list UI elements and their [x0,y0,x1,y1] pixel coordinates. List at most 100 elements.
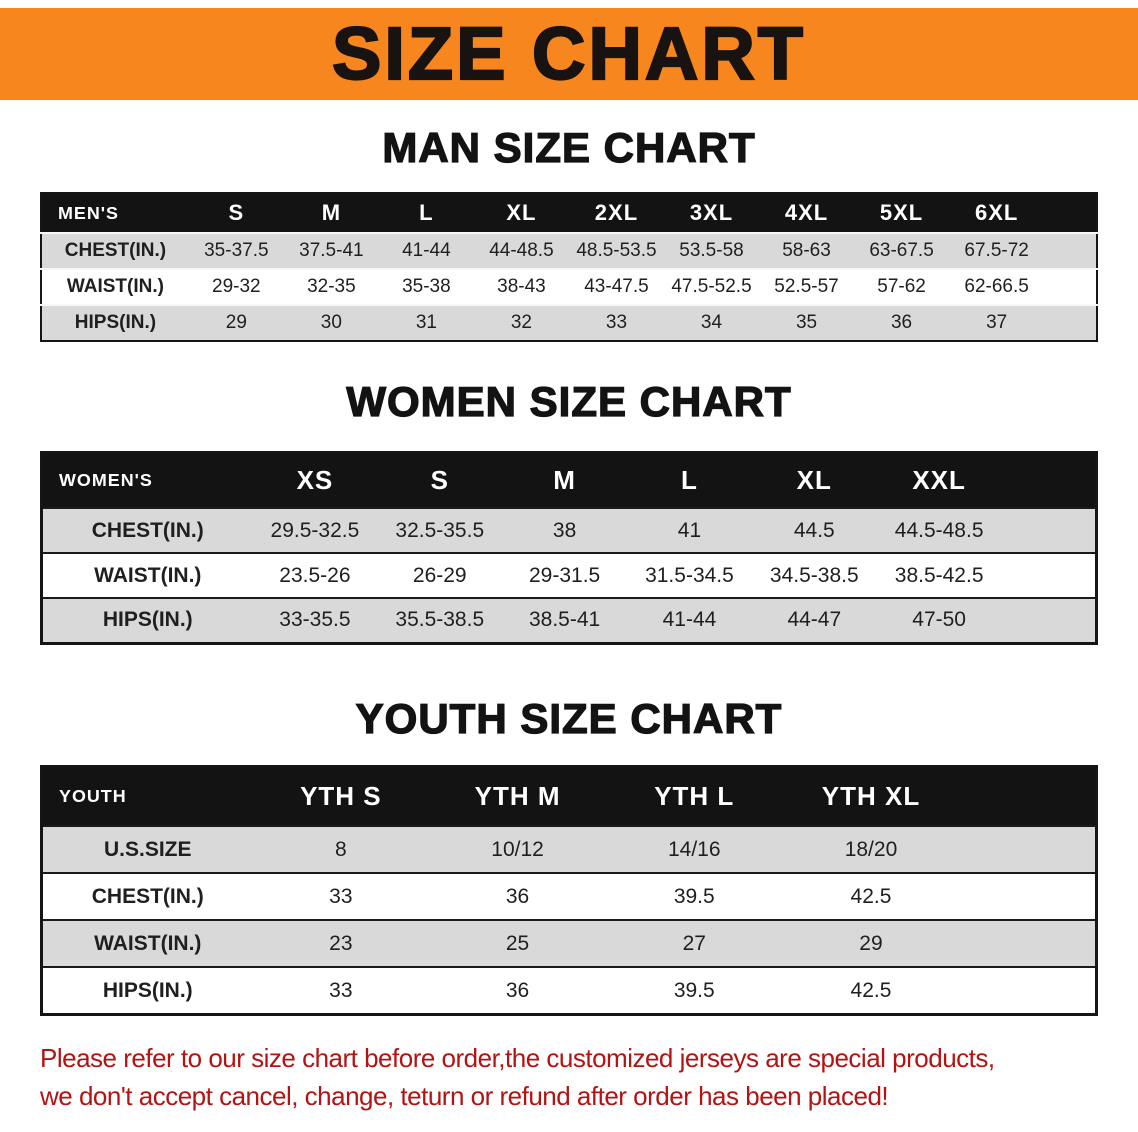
column-header: YTH S [252,766,430,827]
size-cell: 34.5-38.5 [769,563,859,587]
size-cell: 33 [329,978,353,1002]
column-header: S [377,452,503,509]
spacer-cell [1044,269,1097,305]
size-cell: 33 [605,312,628,334]
table-row: WAIST(IN.) 23 25 27 29 [41,920,1097,968]
size-cell: 38-43 [497,276,546,298]
table-title-cell: MEN'S [41,193,189,234]
size-cell: 25 [505,931,530,955]
page-title: SIZE CHART [331,12,806,95]
size-cell: 32 [510,312,532,334]
size-cell: 38.5-41 [528,608,601,632]
column-header: YTH L [605,766,783,827]
size-cell: 58-63 [782,240,831,262]
women-size-table: WOMEN'S XS S M L XL XXL CHEST(IN.) 29.5-32.5 32.5… [0,450,1138,645]
banner: SIZE CHART [0,8,1138,100]
size-cell: 53.5-58 [679,240,744,262]
size-cell: 14/16 [667,837,721,861]
header-row: MEN'S S M L XL 2XL 3XL 4XL 5XL 6XL [41,193,1097,234]
column-header: L [378,193,474,234]
size-cell: 38 [552,518,577,542]
spacer-cell [1044,193,1097,234]
column-header: 6XL [949,193,1045,234]
size-cell: 31 [415,312,437,334]
table-row: WAIST(IN.) 29-32 32-35 35-38 38-43 43-47.5 47.… [41,269,1097,306]
size-cell: 23 [329,931,353,955]
size-cell: 32-35 [307,276,356,298]
size-cell: 42.5 [850,978,892,1002]
size-cell: 39.5 [673,978,715,1002]
size-cell: 62-66.5 [964,276,1029,298]
column-header: M [283,193,379,234]
size-cell: 30 [320,312,342,334]
size-cell: 31.5-34.5 [645,563,734,587]
size-cell: 37 [986,312,1008,334]
spacer-cell [1002,598,1097,643]
size-cell: 44-47 [787,608,842,632]
disclaimer-line-1: Please refer to our size chart before or… [40,1042,995,1073]
row-label: CHEST(IN.) [91,884,204,908]
table-row: CHEST(IN.) 29.5-32.5 32.5-35.5 38 41 44.5 44.5… [41,508,1097,554]
column-header: XXL [876,452,1002,509]
table-row: HIPS(IN.) 29 30 31 32 33 34 35 36 37 [41,305,1097,342]
size-chart-page: SIZE CHART MAN SIZE CHART MEN'S S M L XL 2XL 3… [0,8,1138,1115]
size-table: WOMEN'S XS S M L XL XXL CHEST(IN.) 29.5-32.5 32.5… [40,450,1098,645]
size-cell: 36 [890,312,913,334]
size-cell: 52.5-57 [774,276,839,298]
row-label: CHEST(IN.) [91,518,204,542]
row-label: WAIST(IN.) [94,931,202,955]
column-header: 2XL [568,193,664,234]
size-cell: 41-44 [402,240,451,262]
size-cell: 27 [682,931,706,955]
men-size-table: MEN'S S M L XL 2XL 3XL 4XL 5XL 6XL CHEST(IN.) 35-37… [0,192,1138,343]
spacer-cell [1001,452,1097,509]
disclaimer: Please refer to our size chart before or… [40,1040,1138,1115]
column-header: 3XL [663,193,760,234]
size-cell: 44-48.5 [489,240,554,262]
column-header: XL [473,193,569,234]
row-label: HIPS(IN.) [102,608,193,632]
size-cell: 41 [677,518,702,542]
spacer-cell [1044,305,1097,341]
row-label: HIPS(IN.) [74,312,157,334]
spacer-cell [959,766,1097,827]
size-cell: 38.5-42.5 [894,563,984,587]
size-cell: 23.5-26 [279,563,351,587]
size-table: MEN'S S M L XL 2XL 3XL 4XL 5XL 6XL CHEST(IN.) 35-37… [40,192,1098,343]
size-cell: 36 [505,884,530,908]
size-cell: 39.5 [673,884,715,908]
size-cell: 41-44 [662,608,717,632]
column-header: S [188,193,284,234]
spacer-cell [959,826,1096,873]
spacer-cell [1044,233,1097,269]
size-cell: 47-50 [912,608,966,632]
table-row: HIPS(IN.) 33 36 39.5 42.5 [41,967,1097,1015]
disclaimer-line-2: we don't accept cancel, change, teturn o… [40,1080,889,1111]
size-table: YOUTH YTH S YTH M YTH L YTH XL U.S.SIZE 8 10/12… [40,764,1098,1016]
spacer-cell [959,920,1096,967]
column-header: M [502,452,628,509]
row-label: U.S.SIZE [103,837,192,861]
table-row: WAIST(IN.) 23.5-26 26-29 29-31.5 31.5-34.5 34… [41,553,1097,599]
size-cell: 29.5-32.5 [270,518,360,542]
size-cell: 29-31.5 [528,563,601,587]
size-cell: 35-38 [402,276,451,298]
column-header: YTH XL [782,766,960,827]
column-header: 4XL [759,193,855,234]
size-cell: 37.5-41 [299,240,364,262]
size-cell: 10/12 [491,837,544,861]
size-cell: 47.5-52.5 [671,276,752,298]
men-section-heading: MAN SIZE CHART [382,123,756,171]
header-row: WOMEN'S XS S M L XL XXL [41,452,1097,509]
size-cell: 32.5-35.5 [395,518,485,542]
size-cell: 35.5-38.5 [395,608,485,632]
section-youth: YOUTH SIZE CHART YOUTH YTH S YTH M YTH L YTH… [0,694,1138,1016]
youth-section-heading: YOUTH SIZE CHART [355,694,783,742]
column-header: XL [751,452,877,509]
table-title-cell: WOMEN'S [41,452,253,509]
women-section-heading: WOMEN SIZE CHART [346,378,792,426]
table-row: U.S.SIZE 8 10/12 14/16 18/20 [41,826,1097,874]
spacer-cell [959,967,1096,1014]
size-cell: 34 [700,312,723,334]
size-cell: 35-37.5 [204,240,269,262]
